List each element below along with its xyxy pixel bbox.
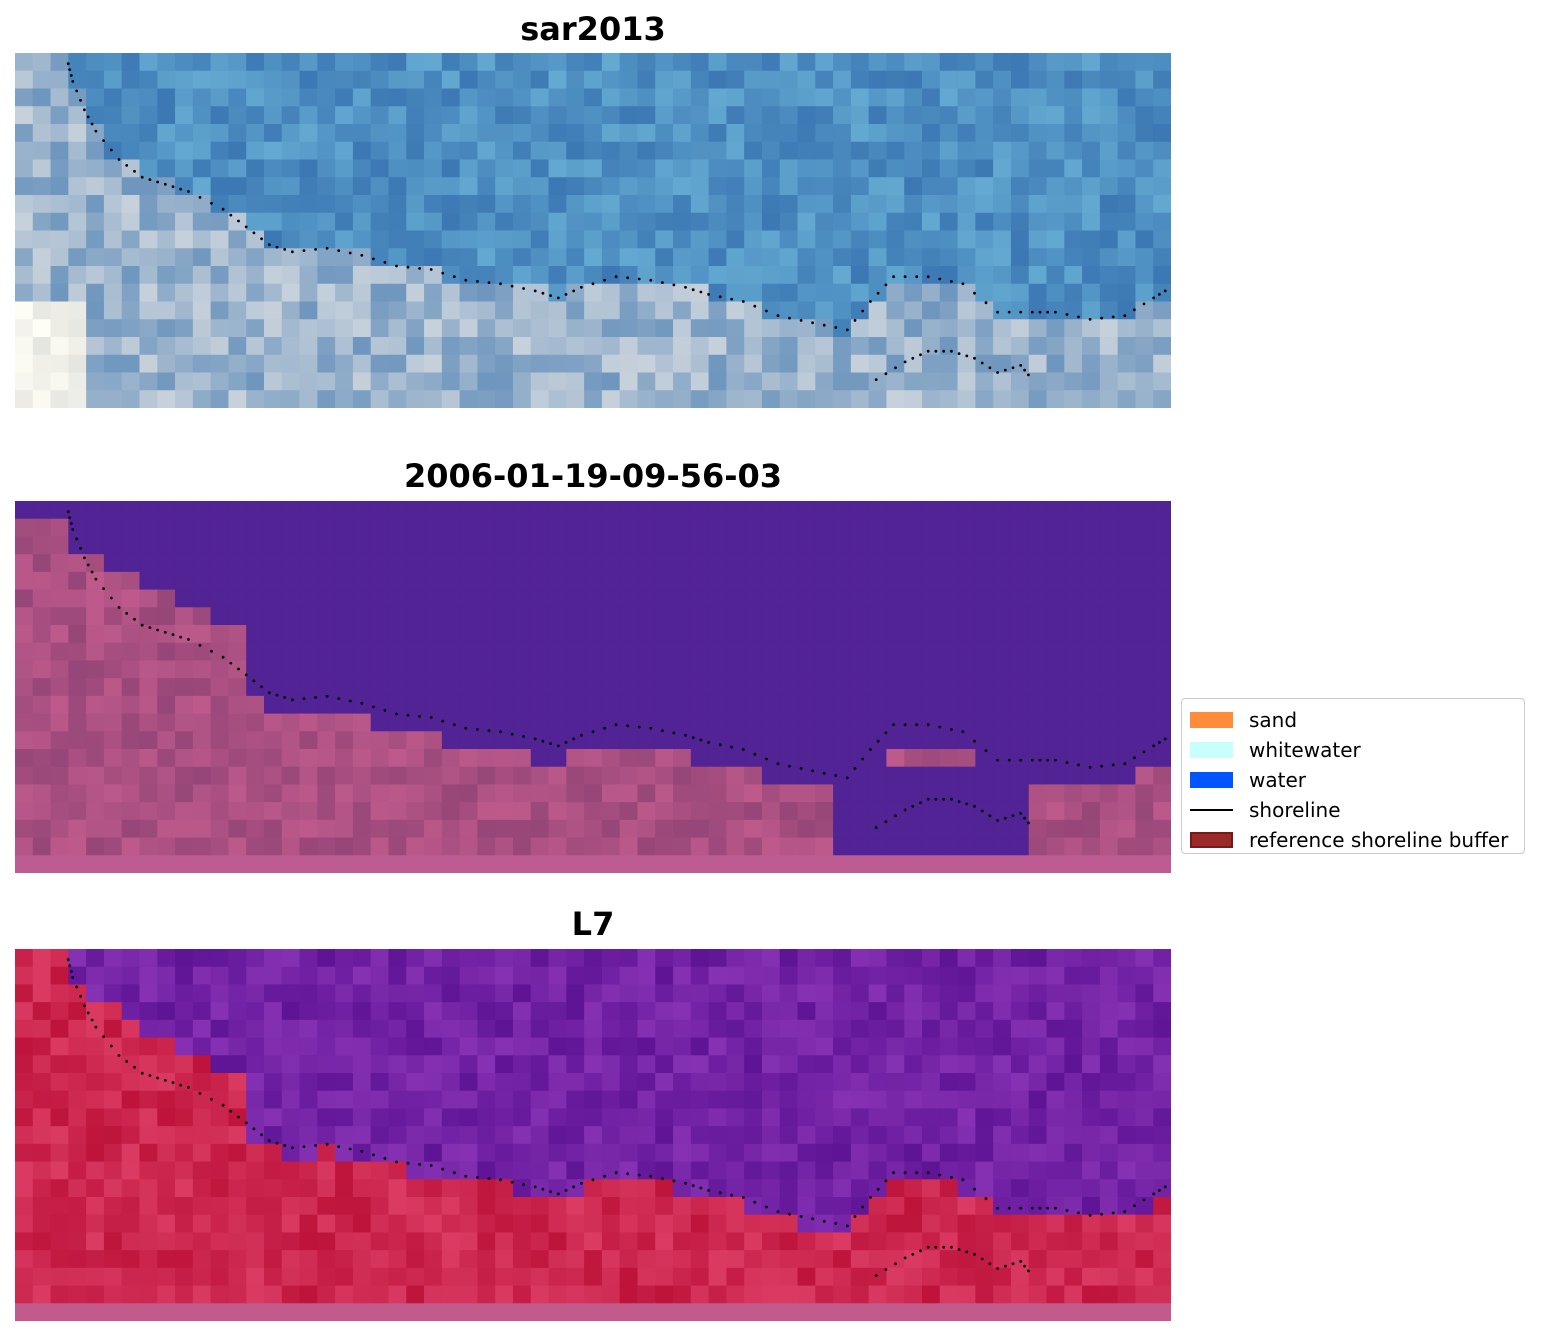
panel-title-sar2013: sar2013	[520, 10, 666, 48]
image-panel-sar2013	[15, 53, 1171, 408]
shoreline-dots	[66, 958, 1167, 1277]
legend-item-whitewater: whitewater	[1188, 735, 1518, 765]
l7-image	[15, 949, 1171, 1321]
water-swatch	[1190, 772, 1233, 788]
legend-item-shoreline: shoreline	[1188, 795, 1518, 825]
sar2013-image	[15, 53, 1171, 408]
whitewater-swatch	[1190, 742, 1233, 758]
shoreline-dots	[66, 62, 1167, 381]
image-panel-l7	[15, 949, 1171, 1321]
reference-buffer-swatch	[1190, 832, 1233, 848]
legend-item-water: water	[1188, 765, 1518, 795]
image-panel-classification	[15, 501, 1171, 873]
panel-title-l7: L7	[571, 905, 615, 943]
legend-label-water: water	[1249, 768, 1306, 792]
panel-title-classification: 2006-01-19-09-56-03	[403, 457, 783, 495]
shoreline-dots	[66, 510, 1167, 829]
legend-label-reference-buffer: reference shoreline buffer	[1249, 828, 1509, 852]
legend: sand whitewater water shoreline referenc…	[1181, 698, 1525, 854]
legend-item-reference-buffer: reference shoreline buffer	[1188, 825, 1518, 855]
legend-label-sand: sand	[1249, 708, 1298, 732]
legend-label-shoreline: shoreline	[1249, 798, 1341, 822]
shoreline-line-swatch	[1190, 809, 1233, 811]
legend-label-whitewater: whitewater	[1249, 738, 1361, 762]
classification-image	[15, 501, 1171, 873]
legend-item-sand: sand	[1188, 705, 1518, 735]
sand-swatch	[1190, 712, 1233, 728]
